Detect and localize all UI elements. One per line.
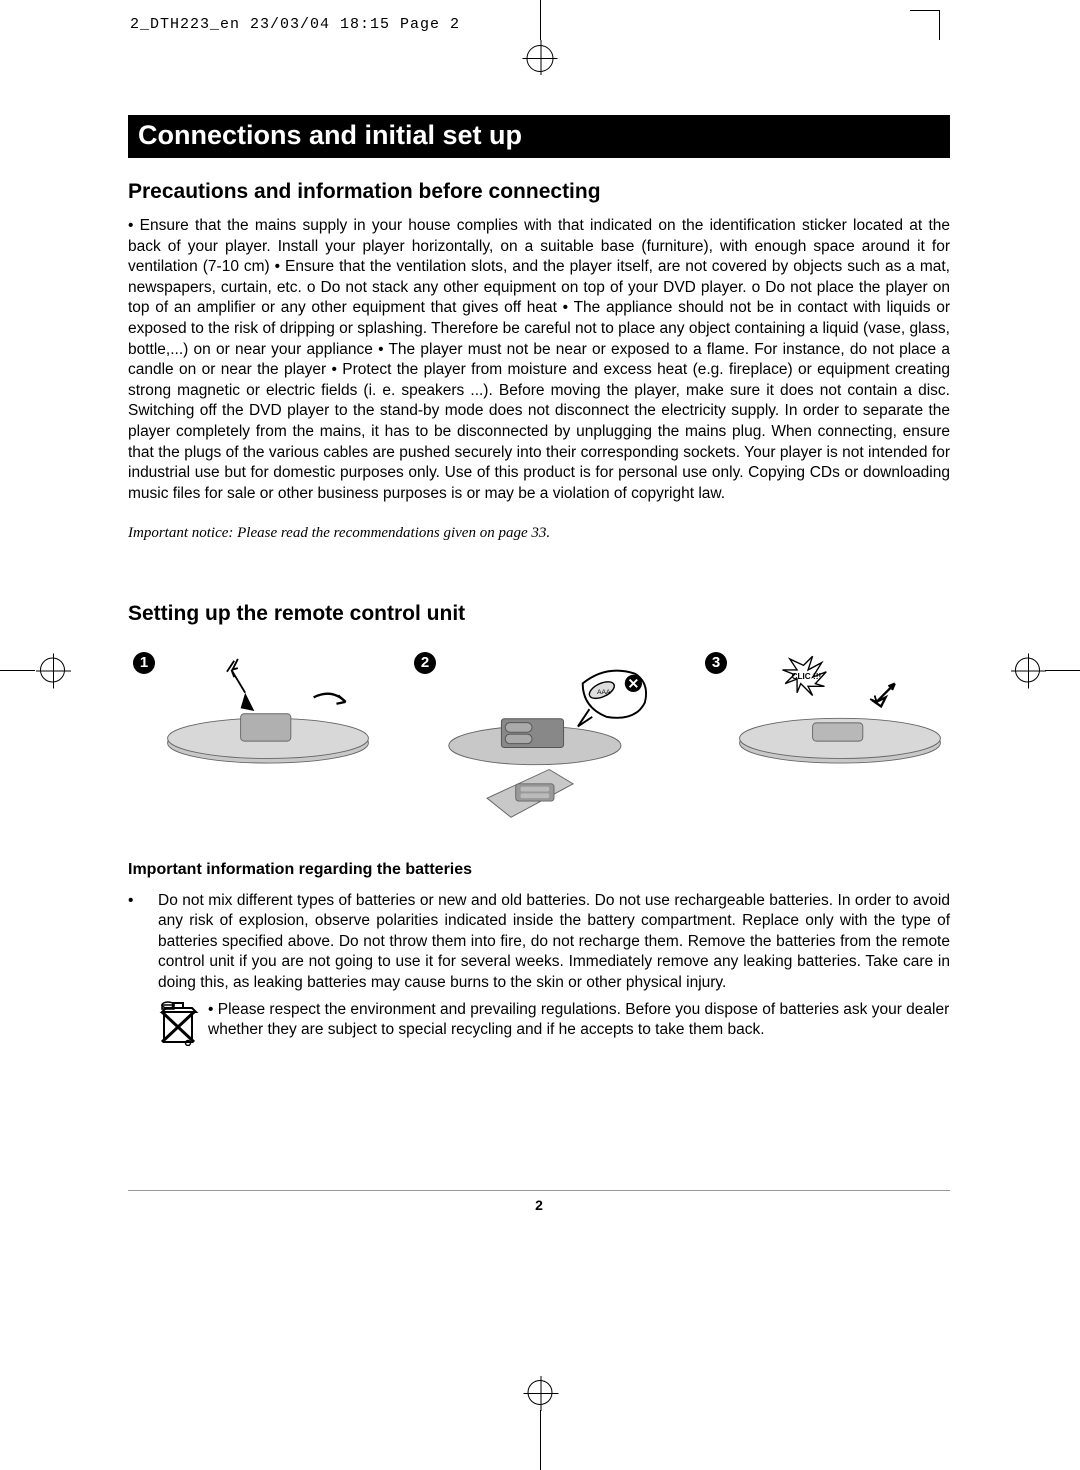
crop-mark-bottom (510, 1350, 570, 1470)
remote-illustration-1 (163, 646, 373, 776)
page-number: 2 (535, 1197, 543, 1213)
bullet-icon: • (128, 891, 158, 994)
crop-mark-left (0, 650, 70, 690)
print-header: 2_DTH223_en 23/03/04 18:15 Page 2 (130, 16, 460, 33)
battery-text-content: Do not mix different types of batteries … (158, 891, 950, 994)
title-bar: Connections and initial set up (128, 115, 950, 158)
corner-mark-tr (910, 10, 940, 40)
step-number-1: 1 (133, 652, 155, 674)
step-number-3: 3 (705, 652, 727, 674)
remote-step-3: 3 CLIC !!! (705, 646, 945, 831)
environment-block: • Please respect the environment and pre… (158, 1000, 950, 1053)
remote-step-2: 2 AAA (414, 646, 664, 831)
recycle-bin-icon (158, 1000, 208, 1053)
crop-mark-top (510, 0, 570, 70)
page-footer: 2 (128, 1190, 950, 1213)
step-number-2: 2 (414, 652, 436, 674)
aaa-label: AAA (597, 688, 611, 695)
environment-text: • Please respect the environment and pre… (208, 1000, 950, 1053)
remote-illustration-2: AAA (444, 646, 664, 826)
crop-mark-right (1010, 650, 1080, 690)
clic-text: CLIC !!! (792, 672, 822, 681)
remote-setup-heading: Setting up the remote control unit (128, 602, 950, 626)
important-notice: Important notice: Please read the recomm… (128, 525, 950, 542)
remote-step-1: 1 (133, 646, 373, 831)
precautions-body: • Ensure that the mains supply in your h… (128, 216, 950, 505)
remote-figures: 1 2 (128, 646, 950, 831)
battery-info-text: • Do not mix different types of batterie… (128, 891, 950, 994)
page-content: Connections and initial set up Precautio… (128, 115, 950, 1052)
remote-illustration-3: CLIC !!! (735, 646, 945, 776)
battery-info-heading: Important information regarding the batt… (128, 861, 950, 879)
precautions-heading: Precautions and information before conne… (128, 180, 950, 204)
